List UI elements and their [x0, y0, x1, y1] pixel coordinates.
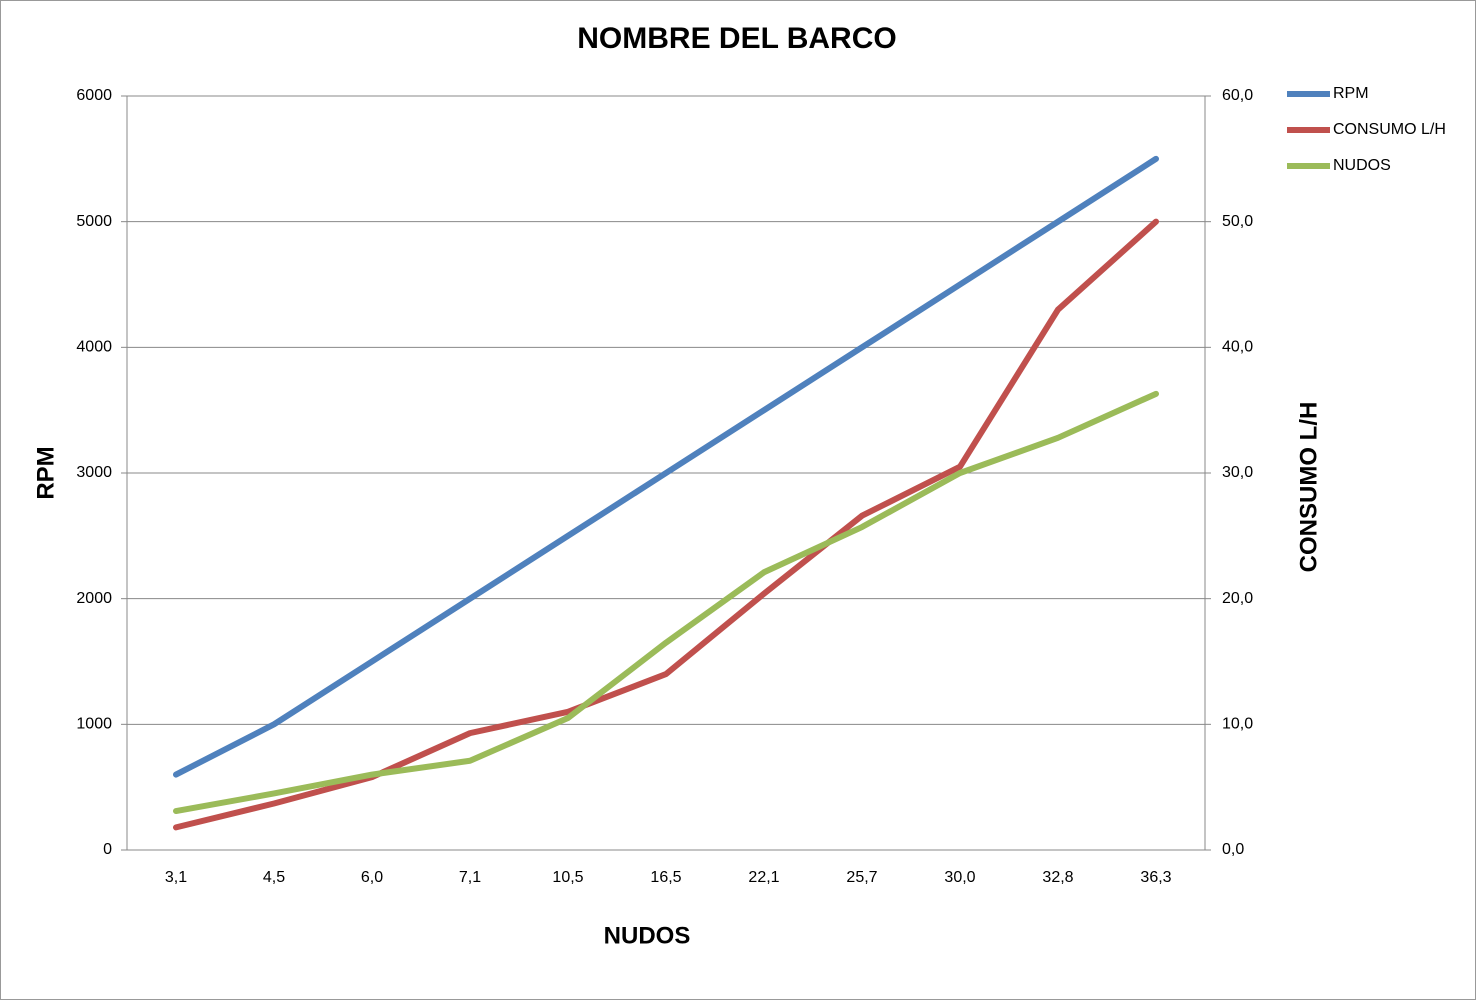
chart-title: NOMBRE DEL BARCO: [577, 22, 896, 55]
x-tick-label: 32,8: [1042, 869, 1073, 886]
x-tick-label: 6,0: [361, 869, 383, 886]
y2-tick-label: 30,0: [1222, 464, 1253, 481]
y-tick-label: 6000: [76, 87, 112, 104]
x-tick-label: 22,1: [748, 869, 779, 886]
y2-tick-label: 50,0: [1222, 213, 1253, 230]
series-line: [173, 218, 1159, 831]
series-line: [173, 390, 1159, 815]
x-tick-label: 36,3: [1140, 869, 1171, 886]
x-tick-label: 16,5: [650, 869, 681, 886]
legend-label: NUDOS: [1333, 157, 1391, 174]
y2-tick-label: 0,0: [1222, 841, 1244, 858]
y-axis-title: RPM: [32, 446, 59, 499]
y-tick-label: 3000: [76, 464, 112, 481]
series-line: [173, 155, 1159, 778]
legend-label: CONSUMO L/H: [1333, 121, 1446, 138]
y-tick-label: 0: [103, 841, 112, 858]
y-tick-label: 5000: [76, 213, 112, 230]
x-tick-label: 7,1: [459, 869, 481, 886]
y2-tick-label: 20,0: [1222, 590, 1253, 607]
legend-label: RPM: [1333, 85, 1369, 102]
y2-tick-label: 10,0: [1222, 716, 1253, 733]
y-tick-label: 4000: [76, 339, 112, 356]
y-tick-label: 2000: [76, 590, 112, 607]
x-tick-label: 10,5: [552, 869, 583, 886]
y-tick-label: 1000: [76, 716, 112, 733]
x-tick-label: 25,7: [846, 869, 877, 886]
y2-tick-label: 60,0: [1222, 87, 1253, 104]
x-tick-label: 4,5: [263, 869, 285, 886]
y2-axis-title: CONSUMO L/H: [1295, 402, 1322, 573]
y2-tick-label: 40,0: [1222, 339, 1253, 356]
x-tick-label: 30,0: [944, 869, 975, 886]
x-axis-title: NUDOS: [604, 922, 691, 949]
x-tick-label: 3,1: [165, 869, 187, 886]
